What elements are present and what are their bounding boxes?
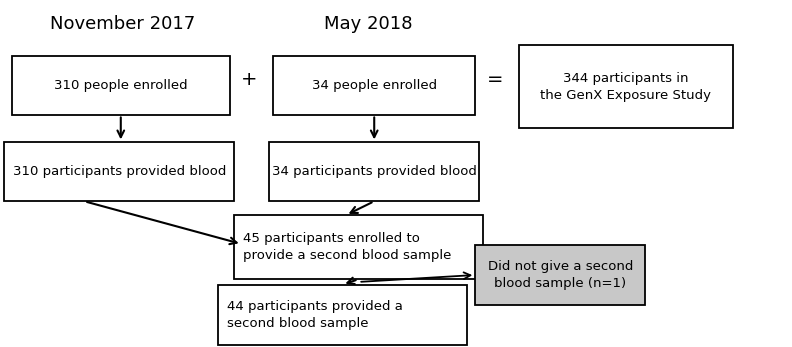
FancyBboxPatch shape bbox=[519, 45, 733, 128]
Text: 310 people enrolled: 310 people enrolled bbox=[54, 78, 188, 92]
Text: =: = bbox=[487, 70, 503, 89]
FancyBboxPatch shape bbox=[475, 245, 645, 305]
FancyBboxPatch shape bbox=[12, 56, 230, 115]
FancyBboxPatch shape bbox=[273, 56, 475, 115]
FancyBboxPatch shape bbox=[218, 285, 467, 345]
Text: Did not give a second
blood sample (n=1): Did not give a second blood sample (n=1) bbox=[488, 260, 633, 290]
Text: 44 participants provided a
second blood sample: 44 participants provided a second blood … bbox=[227, 300, 403, 330]
Text: 34 people enrolled: 34 people enrolled bbox=[312, 78, 436, 92]
FancyBboxPatch shape bbox=[4, 142, 234, 201]
Text: 344 participants in
the GenX Exposure Study: 344 participants in the GenX Exposure St… bbox=[540, 72, 711, 102]
Text: November 2017: November 2017 bbox=[50, 15, 196, 33]
Text: 45 participants enrolled to
provide a second blood sample: 45 participants enrolled to provide a se… bbox=[243, 232, 451, 262]
Text: 34 participants provided blood: 34 participants provided blood bbox=[272, 165, 477, 178]
FancyBboxPatch shape bbox=[234, 215, 483, 279]
Text: May 2018: May 2018 bbox=[324, 15, 413, 33]
Text: +: + bbox=[242, 70, 257, 89]
FancyBboxPatch shape bbox=[269, 142, 479, 201]
Text: 310 participants provided blood: 310 participants provided blood bbox=[13, 165, 227, 178]
